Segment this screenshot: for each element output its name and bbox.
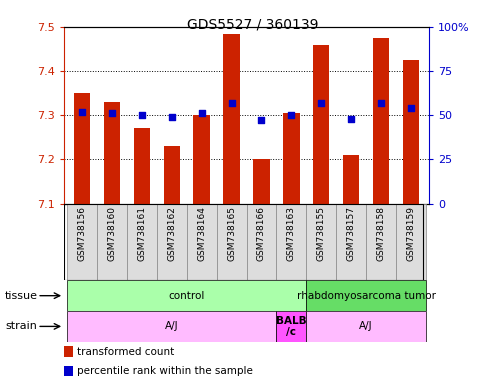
Point — [257, 118, 265, 124]
Bar — [313, 45, 329, 204]
Bar — [64, 366, 73, 376]
Bar — [306, 280, 426, 311]
Text: tissue: tissue — [5, 291, 38, 301]
Text: GSM738158: GSM738158 — [377, 206, 386, 261]
Bar — [193, 115, 210, 204]
Bar — [277, 204, 306, 280]
Text: GSM738159: GSM738159 — [406, 206, 416, 261]
Bar — [306, 204, 336, 280]
Text: A/J: A/J — [165, 321, 178, 331]
Bar — [373, 38, 389, 204]
Bar — [336, 204, 366, 280]
Bar — [216, 204, 246, 280]
Bar — [366, 204, 396, 280]
Text: GSM738165: GSM738165 — [227, 206, 236, 261]
Bar — [403, 60, 419, 204]
Point — [138, 112, 146, 118]
Text: GSM738163: GSM738163 — [287, 206, 296, 261]
Text: GSM738157: GSM738157 — [347, 206, 355, 261]
Bar — [253, 159, 270, 204]
Text: strain: strain — [5, 321, 37, 331]
Point — [198, 110, 206, 116]
Text: rhabdomyosarcoma tumor: rhabdomyosarcoma tumor — [297, 291, 436, 301]
Text: GSM738160: GSM738160 — [107, 206, 116, 261]
Bar — [67, 204, 97, 280]
Text: percentile rank within the sample: percentile rank within the sample — [77, 366, 253, 376]
Bar — [396, 204, 426, 280]
Point — [347, 116, 355, 122]
Bar — [343, 155, 359, 204]
Text: GSM738161: GSM738161 — [138, 206, 146, 261]
Text: control: control — [169, 291, 205, 301]
Bar — [246, 204, 277, 280]
Bar — [306, 311, 426, 342]
Bar — [223, 33, 240, 204]
Bar — [277, 311, 306, 342]
Text: GDS5527 / 360139: GDS5527 / 360139 — [187, 17, 319, 31]
Bar — [64, 346, 73, 357]
Point — [317, 100, 325, 106]
Bar — [67, 311, 277, 342]
Bar — [187, 204, 216, 280]
Text: GSM738155: GSM738155 — [317, 206, 326, 261]
Point — [377, 100, 385, 106]
Text: A/J: A/J — [359, 321, 373, 331]
Text: transformed count: transformed count — [77, 347, 174, 357]
Point — [407, 105, 415, 111]
Point — [168, 114, 176, 120]
Bar — [104, 102, 120, 204]
Bar — [134, 128, 150, 204]
Bar — [74, 93, 90, 204]
Text: GSM738166: GSM738166 — [257, 206, 266, 261]
Bar — [67, 280, 306, 311]
Point — [78, 109, 86, 115]
Bar — [97, 204, 127, 280]
Point — [108, 110, 116, 116]
Point — [287, 112, 295, 118]
Bar — [127, 204, 157, 280]
Text: GSM738156: GSM738156 — [77, 206, 87, 261]
Point — [228, 100, 236, 106]
Text: BALB
/c: BALB /c — [276, 316, 307, 337]
Text: GSM738162: GSM738162 — [167, 206, 176, 261]
Bar — [157, 204, 187, 280]
Text: GSM738164: GSM738164 — [197, 206, 206, 261]
Bar — [164, 146, 180, 204]
Bar — [283, 113, 300, 204]
